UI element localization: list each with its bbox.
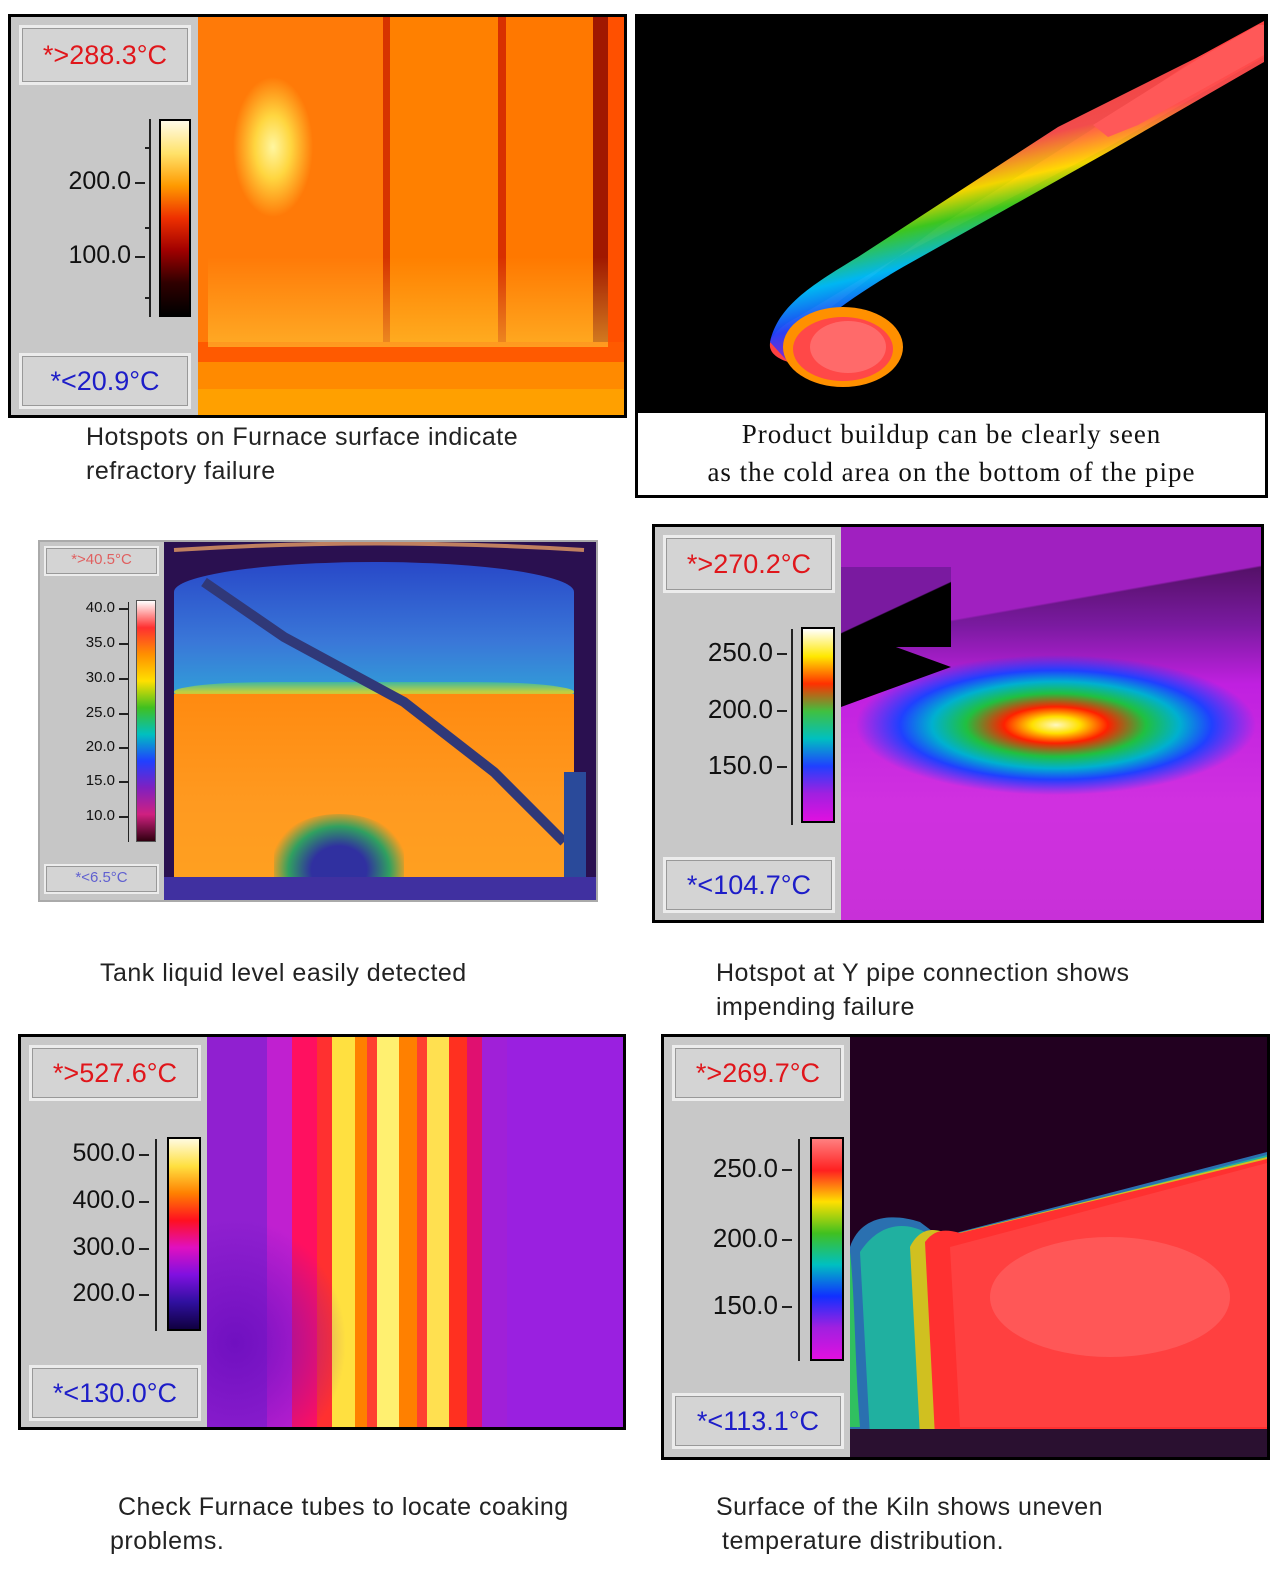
scale-tick-label: 25.0	[60, 704, 129, 721]
temperature-scale: 200.0 100.0	[11, 117, 198, 317]
max-temp-label: *>527.6°C	[29, 1045, 201, 1101]
color-scale-bar	[159, 119, 191, 317]
scale-tick-label: 200.0	[39, 167, 145, 196]
caption-line: Hotspot at Y pipe connection shows	[716, 959, 1130, 987]
min-temp-label: *<104.7°C	[663, 857, 835, 913]
scale-tick-label: 40.0	[60, 599, 129, 616]
scale-tick-label: 150.0	[684, 1290, 792, 1321]
caption-pipe-buildup: Product buildup can be clearly seen as t…	[638, 415, 1265, 491]
max-temp-label: *>288.3°C	[19, 25, 191, 85]
scale-tick-label: 20.0	[60, 738, 129, 755]
thermal-panel-kiln: *>269.7°C 250.0 200.0 150.0 *<113.1°C	[661, 1034, 1270, 1460]
scale-tick-label: 400.0	[35, 1186, 149, 1215]
thermal-image-pipe	[638, 17, 1265, 413]
color-scale-bar	[810, 1137, 844, 1361]
min-temp-label: *<6.5°C	[44, 864, 159, 894]
caption-kiln: Surface of the Kiln shows uneven tempera…	[716, 1490, 1103, 1558]
caption-furnace-tubes: Check Furnace tubes to locate coaking pr…	[110, 1490, 569, 1558]
max-temp-label: *>270.2°C	[663, 535, 835, 593]
thermal-image-tank	[164, 542, 596, 900]
kiln-graphic	[850, 1152, 1267, 1457]
caption-line: Product buildup can be clearly seen	[741, 419, 1162, 449]
caption-line: Hotspots on Furnace surface indicate	[86, 423, 519, 451]
thermal-panel-y-pipe: *>270.2°C 250.0 200.0 150.0 *<104.7°C	[652, 524, 1264, 923]
caption-y-pipe: Hotspot at Y pipe connection shows impen…	[716, 956, 1130, 1024]
scale-tick-label: 200.0	[35, 1279, 149, 1308]
max-temp-label: *>40.5°C	[44, 546, 159, 576]
caption-furnace-surface: Hotspots on Furnace surface indicate ref…	[86, 420, 518, 488]
max-temp-label: *>269.7°C	[672, 1045, 844, 1101]
color-scale-bar	[167, 1137, 201, 1331]
thermal-panel-pipe-buildup: Product buildup can be clearly seen as t…	[635, 14, 1268, 498]
scale-tick-label: 500.0	[35, 1139, 149, 1168]
scale-tick-label: 30.0	[60, 669, 129, 686]
thermal-panel-furnace-surface: *>288.3°C 200.0 100.0 *<20.9°C	[8, 14, 627, 418]
scale-tick-label: 15.0	[60, 772, 129, 789]
scale-tick-label: 150.0	[675, 750, 787, 781]
scale-tick-label: 200.0	[675, 694, 787, 725]
caption-line: problems.	[110, 1527, 225, 1555]
scale-tick-label: 250.0	[684, 1153, 792, 1184]
thermal-panel-tank-level: *>40.5°C 40.0 35.0 30.0 25.0 20.0 15.0 1…	[38, 540, 598, 902]
thermal-image-kiln	[850, 1037, 1267, 1457]
caption-line: refractory failure	[86, 457, 276, 485]
temperature-scale: 500.0 400.0 300.0 200.0	[21, 1135, 207, 1335]
color-scale-bar	[136, 600, 156, 842]
scale-tick-label: 35.0	[60, 634, 129, 651]
temperature-scale: 40.0 35.0 30.0 25.0 20.0 15.0 10.0	[40, 597, 165, 847]
scale-tick-label: 300.0	[35, 1233, 149, 1262]
caption-line: Tank liquid level easily detected	[100, 959, 467, 987]
temperature-scale: 250.0 200.0 150.0	[664, 1135, 850, 1365]
min-temp-label: *<113.1°C	[672, 1393, 844, 1449]
scale-tick-label: 100.0	[39, 241, 145, 270]
thermal-panel-furnace-tubes: *>527.6°C 500.0 400.0 300.0 200.0 *<130.…	[18, 1034, 626, 1430]
min-temp-label: *<130.0°C	[29, 1365, 201, 1421]
scale-tick-label: 250.0	[675, 637, 787, 668]
caption-line: Check Furnace tubes to locate coaking	[118, 1493, 569, 1521]
pipe-graphic	[769, 21, 1264, 387]
hot-spot-glow	[208, 257, 608, 347]
scale-tick-label: 200.0	[684, 1223, 792, 1254]
color-scale-bar	[801, 627, 835, 823]
caption-line: Surface of the Kiln shows uneven	[716, 1493, 1104, 1521]
scale-tick-label: 10.0	[60, 807, 129, 824]
caption-line: temperature distribution.	[722, 1527, 1005, 1555]
caption-line: as the cold area on the bottom of the pi…	[707, 457, 1196, 487]
thermal-image-y-pipe	[841, 527, 1261, 920]
caption-line: impending failure	[716, 993, 915, 1021]
min-temp-label: *<20.9°C	[19, 353, 191, 409]
thermal-image-furnace-tubes	[207, 1037, 623, 1427]
thermal-image-furnace	[198, 17, 624, 415]
temperature-scale: 250.0 200.0 150.0	[655, 627, 841, 827]
tank-stair-graphic	[164, 542, 596, 900]
caption-tank-level: Tank liquid level easily detected	[100, 956, 467, 990]
